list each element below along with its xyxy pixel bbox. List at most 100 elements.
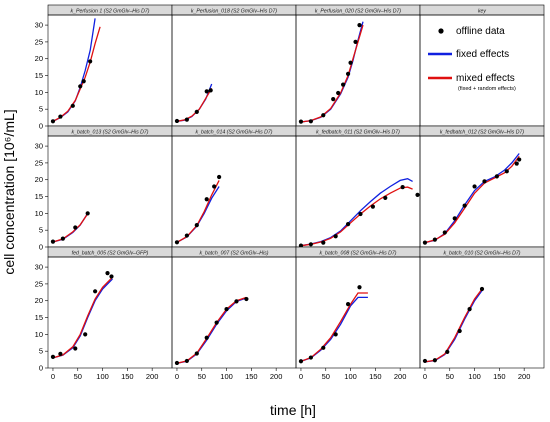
offline-data-point <box>174 360 180 366</box>
offline-data-point <box>308 242 313 247</box>
x-tick-label: 150 <box>245 372 258 381</box>
series-mixed-effects <box>176 296 247 364</box>
panel-1: k_Perfusion_018 (S2 GmGlv–His D7) <box>171 4 297 127</box>
offline-data-point <box>321 113 326 118</box>
x-tick-label: 100 <box>468 372 481 381</box>
panel-title: k_batch_007 (S2 GmGlv–His) <box>200 251 269 257</box>
offline-data-point <box>174 118 180 124</box>
offline-data-point <box>479 286 485 292</box>
panel-plot-area <box>174 296 249 366</box>
offline-data-point <box>422 240 428 245</box>
y-tick-label: 5 <box>39 105 43 114</box>
x-tick-label: 150 <box>121 372 134 381</box>
offline-data-point <box>204 89 209 94</box>
panel-3: key offline data fixed effects mixed effect… <box>419 4 545 127</box>
y-tick-label: 25 <box>35 158 43 167</box>
series-mixed-effects <box>300 186 413 247</box>
legend-marker-offline <box>438 28 444 34</box>
offline-data-point <box>208 88 213 93</box>
offline-data-point <box>517 157 522 162</box>
offline-data-point <box>73 346 78 351</box>
panel-2: k_Perfusion_020 (S2 GmGlv–His D7) <box>295 4 421 127</box>
panel-9: k_batch_007 (S2 GmGlv–His) 0 50 100 150 200 <box>171 246 297 381</box>
y-tick-label: 25 <box>35 279 43 288</box>
panel-title: k_batch_010 (S2 GmGlv–His D7) <box>444 251 521 257</box>
offline-data-point <box>345 301 351 307</box>
x-tick-label: 0 <box>299 372 303 381</box>
series-mixed-effects <box>300 24 364 123</box>
offline-data-point <box>184 358 189 364</box>
offline-data-point <box>345 222 351 227</box>
legend-label: fixed effects <box>456 49 509 60</box>
x-tick-label: 200 <box>270 372 283 381</box>
legend-label: offline data <box>456 26 505 37</box>
offline-data-point <box>224 307 229 312</box>
x-tick-label: 50 <box>74 372 82 381</box>
panel-10: k_batch_008 (S2 GmGlv–His D7) 0 50 100 150 20… <box>295 246 421 381</box>
panel-plot-area <box>422 153 522 245</box>
panel-plot-area <box>422 286 485 364</box>
y-tick-label: 30 <box>35 142 43 151</box>
offline-data-point <box>514 161 519 166</box>
offline-data-point <box>204 197 209 202</box>
offline-data-point <box>370 204 375 209</box>
panel-title: k_Perfusion_018 (S2 GmGlv–His D7) <box>191 9 277 15</box>
offline-data-point <box>452 216 457 221</box>
offline-data-point <box>83 332 88 337</box>
y-tick-label: 0 <box>39 243 43 252</box>
offline-data-point <box>73 225 78 230</box>
panel-6: k_fedbatch_011 (S2 GmGlv–His D7) <box>295 125 421 248</box>
series-fixed-effects <box>176 186 220 243</box>
panel-plot-area <box>174 174 222 245</box>
offline-data-point <box>345 71 351 76</box>
y-axis-label: cell concentration [10⁶/mL] <box>1 109 17 274</box>
offline-data-point <box>93 289 98 294</box>
offline-data-point <box>50 239 56 244</box>
y-tick-label: 20 <box>35 175 43 184</box>
panel-plot-area <box>50 271 114 359</box>
y-tick-label: 5 <box>39 226 43 235</box>
y-tick-label: 25 <box>35 37 43 46</box>
offline-data-point <box>70 103 75 108</box>
y-tick-label: 30 <box>35 263 43 272</box>
y-tick-label: 10 <box>35 330 43 339</box>
y-tick-label: 15 <box>35 313 43 322</box>
panel-frame <box>47 14 173 127</box>
x-tick-label: 50 <box>446 372 454 381</box>
offline-data-point <box>298 243 304 247</box>
x-tick-label: 0 <box>423 372 427 381</box>
offline-data-point <box>217 174 222 180</box>
x-tick-label: 200 <box>146 372 159 381</box>
series-mixed-effects <box>176 180 220 243</box>
panel-0: k_Perfusion 1 (S2 GmGlv–His D7) 0 5 10 15 20 2… <box>35 4 173 131</box>
offline-data-point <box>184 117 189 122</box>
panel-title: k_fedbatch_012 (S2 GmGlv–His D7) <box>440 130 524 136</box>
offline-data-point <box>88 59 93 64</box>
y-tick-label: 15 <box>35 192 43 201</box>
offline-data-point <box>357 285 362 290</box>
offline-data-point <box>467 307 472 312</box>
series-mixed-effects <box>52 26 101 122</box>
y-tick-label: 15 <box>35 71 43 80</box>
panel-plot-area <box>298 285 368 364</box>
panel-11: k_batch_010 (S2 GmGlv–His D7) 0 50 100 150 20… <box>419 246 545 381</box>
panel-frame <box>171 14 297 127</box>
panel-frame <box>419 135 545 248</box>
y-tick-label: 20 <box>35 54 43 63</box>
series-fixed-effects <box>300 178 413 247</box>
offline-data-point <box>348 60 353 65</box>
offline-data-point <box>109 274 114 279</box>
offline-data-point <box>105 271 110 276</box>
offline-data-point <box>234 299 239 304</box>
series-fixed-effects <box>300 296 368 362</box>
legend-sublabel: (fixed + random effects) <box>458 86 516 92</box>
offline-data-point <box>194 351 199 356</box>
x-tick-label: 200 <box>518 372 531 381</box>
y-tick-label: 20 <box>35 296 43 305</box>
offline-data-point <box>422 358 428 364</box>
offline-data-point <box>504 169 509 174</box>
offline-data-point <box>308 119 313 124</box>
panel-title: k_fedbatch_011 (S2 GmGlv–His D7) <box>316 130 400 136</box>
offline-data-point <box>321 345 326 350</box>
